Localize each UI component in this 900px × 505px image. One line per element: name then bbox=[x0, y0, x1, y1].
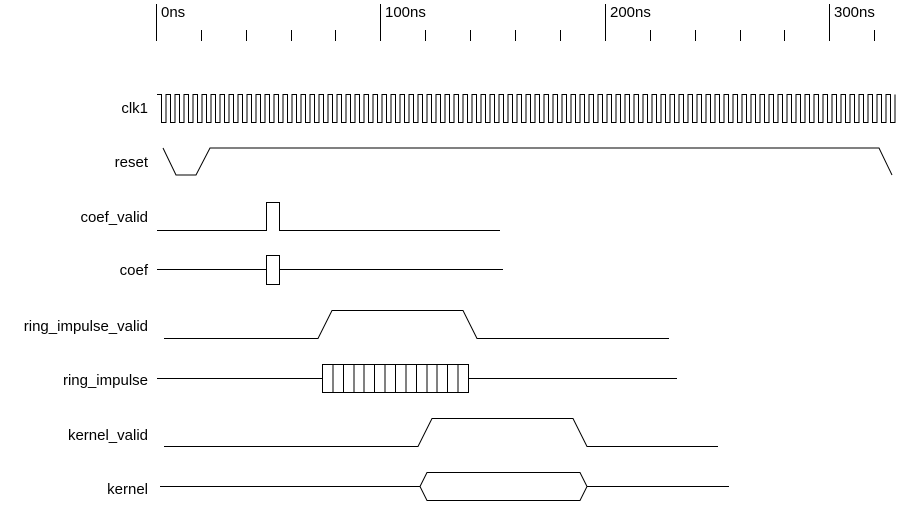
time-tick-label: 200ns bbox=[610, 4, 651, 21]
reset-waveform bbox=[162, 147, 893, 176]
ring-impulse-word-dividers bbox=[332, 364, 459, 393]
signal-label-coef-valid: coef_valid bbox=[80, 209, 148, 226]
coef-data-value-box bbox=[266, 255, 280, 285]
time-tick-label: 0ns bbox=[161, 4, 185, 21]
signal-label-kernel-valid: kernel_valid bbox=[68, 427, 148, 444]
signal-label-coef: coef bbox=[120, 262, 149, 279]
signal-label-ring-impulse-valid: ring_impulse_valid bbox=[24, 318, 148, 335]
clk1-waveform bbox=[157, 94, 896, 123]
signal-coef-valid: coef_valid bbox=[80, 202, 500, 231]
signal-ring-impulse-valid: ring_impulse_valid bbox=[24, 310, 669, 339]
signal-kernel-valid: kernel_valid bbox=[68, 418, 718, 447]
signal-ring-impulse: ring_impulse bbox=[63, 364, 677, 393]
signal-clk1: clk1 bbox=[121, 94, 896, 123]
signal-reset: reset bbox=[115, 147, 893, 176]
signal-label-reset: reset bbox=[115, 154, 149, 171]
signal-coef: coef bbox=[120, 255, 503, 285]
time-tick-label: 300ns bbox=[834, 4, 875, 21]
coef-valid-waveform bbox=[157, 202, 500, 231]
kernel-data-value-bus bbox=[419, 472, 588, 501]
signal-kernel: kernel bbox=[107, 472, 729, 501]
signal-label-clk1: clk1 bbox=[121, 100, 148, 117]
time-axis-major-ticks bbox=[156, 4, 830, 41]
kernel-valid-waveform bbox=[164, 418, 718, 447]
time-axis-minor-ticks bbox=[201, 30, 875, 41]
ring-impulse-valid-waveform bbox=[164, 310, 669, 339]
signal-label-kernel: kernel bbox=[107, 481, 148, 498]
time-tick-label: 100ns bbox=[385, 4, 426, 21]
signal-label-ring-impulse: ring_impulse bbox=[63, 372, 148, 389]
time-axis: 0ns 100ns 200ns 300ns bbox=[156, 4, 875, 41]
